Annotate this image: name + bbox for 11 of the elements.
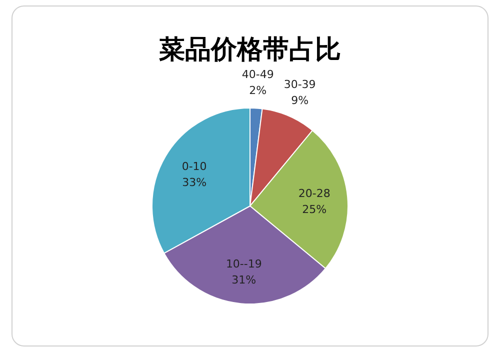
data-label: 9% [291,94,309,107]
slice-label: 10--19 [226,257,262,270]
data-label: 31% [232,273,256,286]
data-label: 2% [249,84,267,97]
slice-label: 20-28 [298,186,330,200]
data-label: 33% [182,176,207,190]
slice-label: 0-10 [182,160,207,174]
slice-label: 30-39 [284,78,316,91]
chart-title: 菜品价格带占比 [158,35,341,65]
data-label: 25% [302,202,327,216]
slice-label: 40-49 [242,68,274,81]
